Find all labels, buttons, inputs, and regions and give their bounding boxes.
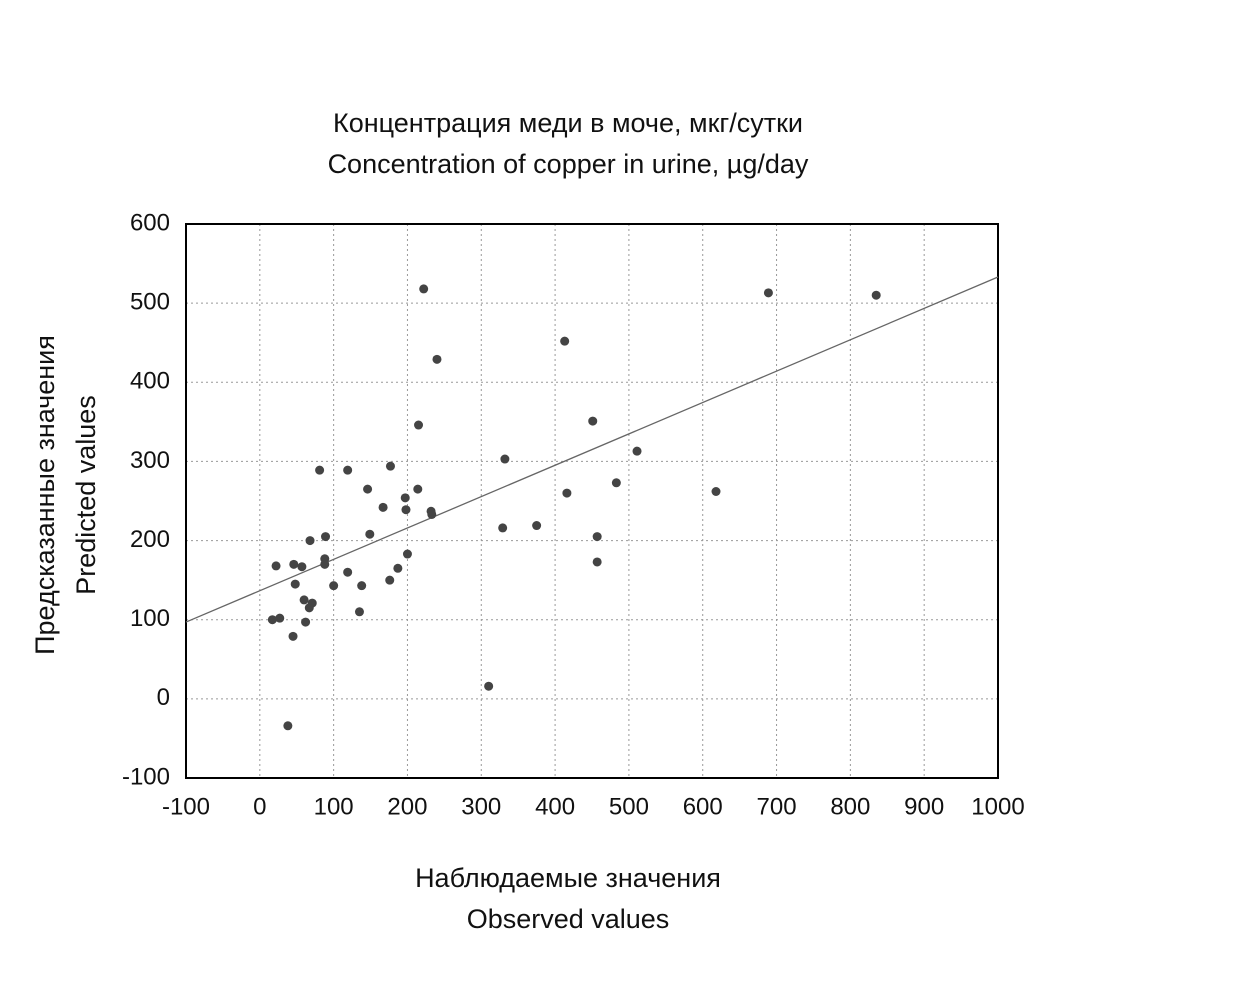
point xyxy=(378,502,388,512)
point xyxy=(343,567,353,577)
x-tick-label: 900 xyxy=(904,793,944,820)
point xyxy=(419,284,429,294)
x-axis-label: Observed values xyxy=(467,904,670,934)
point xyxy=(299,595,309,605)
point xyxy=(413,484,423,494)
x-tick-label: 600 xyxy=(683,793,723,820)
x-tick-label: 300 xyxy=(461,793,501,820)
x-tick-label: -100 xyxy=(162,793,210,820)
x-tick-label: 0 xyxy=(253,793,266,820)
plot-frame xyxy=(185,223,999,779)
point xyxy=(393,563,403,573)
x-tick-label: 700 xyxy=(757,793,797,820)
point xyxy=(289,559,299,569)
point xyxy=(711,487,721,497)
point xyxy=(385,575,395,585)
point xyxy=(365,529,375,539)
point xyxy=(401,505,411,515)
y-tick-label: 200 xyxy=(130,526,170,553)
point xyxy=(290,579,300,589)
chart-title: Концентрация меди в моче, мкг/сутки xyxy=(333,108,803,138)
x-tick-label: 1000 xyxy=(971,793,1024,820)
fit-line xyxy=(185,276,999,623)
point xyxy=(267,615,277,625)
point xyxy=(343,465,353,475)
y-axis-label: Predicted values xyxy=(71,395,101,595)
y-tick-label: 600 xyxy=(130,209,170,236)
point xyxy=(297,562,307,572)
x-tick-label: 100 xyxy=(314,793,354,820)
point xyxy=(498,523,508,533)
point xyxy=(305,536,315,546)
point xyxy=(275,613,285,623)
y-tick-label: -100 xyxy=(122,763,170,790)
point xyxy=(320,559,330,569)
point xyxy=(871,290,881,300)
point xyxy=(329,581,339,591)
point xyxy=(414,420,424,430)
point xyxy=(592,532,602,542)
x-tick-label: 800 xyxy=(830,793,870,820)
point xyxy=(315,465,325,475)
point xyxy=(588,416,598,426)
point xyxy=(763,288,773,298)
chart-title: Concentration of copper in urine, µg/day xyxy=(328,149,809,179)
y-tick-label: 300 xyxy=(130,447,170,474)
point xyxy=(562,488,572,498)
point xyxy=(611,478,621,488)
point xyxy=(500,454,510,464)
point xyxy=(357,581,367,591)
point xyxy=(402,549,412,559)
point xyxy=(532,521,542,531)
point xyxy=(301,617,311,627)
y-tick-label: 100 xyxy=(130,605,170,632)
point xyxy=(321,532,331,542)
point xyxy=(432,354,442,364)
point xyxy=(271,561,281,571)
point xyxy=(385,461,395,471)
point xyxy=(307,598,317,608)
x-tick-label: 400 xyxy=(535,793,575,820)
point xyxy=(560,336,570,346)
x-tick-label: 200 xyxy=(387,793,427,820)
x-axis-label: Наблюдаемые значения xyxy=(415,863,721,893)
point xyxy=(592,557,602,567)
y-tick-label: 0 xyxy=(157,684,170,711)
x-tick-label: 500 xyxy=(609,793,649,820)
point xyxy=(484,681,494,691)
point xyxy=(363,484,373,494)
y-tick-label: 500 xyxy=(130,288,170,315)
y-tick-label: 400 xyxy=(130,368,170,395)
y-axis-label: Предсказанные значения xyxy=(30,335,60,655)
point xyxy=(354,607,364,617)
point xyxy=(400,493,410,503)
point xyxy=(283,721,293,731)
point xyxy=(427,509,437,519)
point xyxy=(288,631,298,641)
point xyxy=(632,446,642,456)
